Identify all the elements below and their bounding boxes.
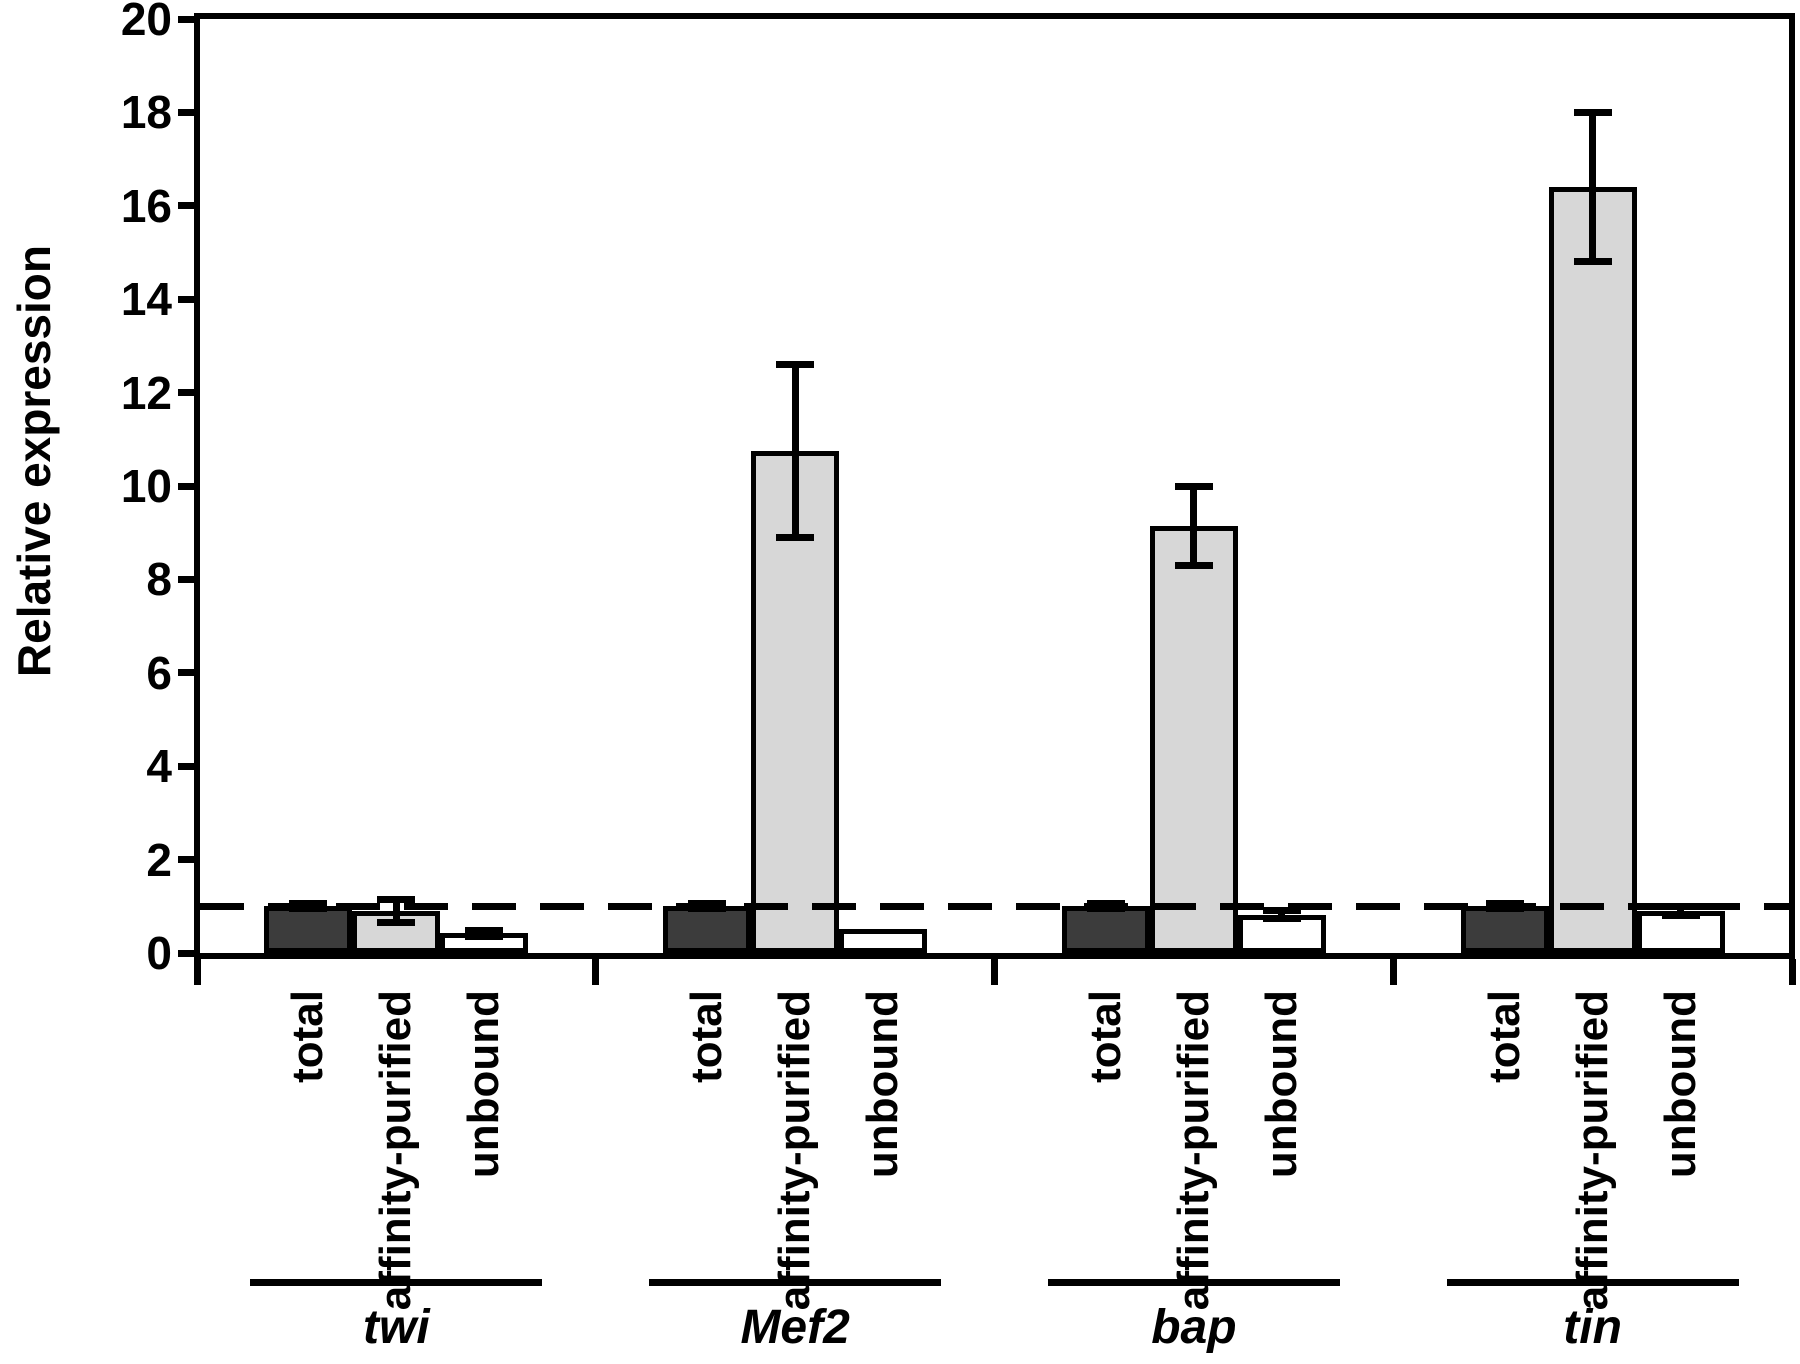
group-underline-bap [1047,1279,1340,1286]
category-label-bap-unbound: unbound [1256,990,1306,1179]
y-tick-label: 6 [146,646,172,699]
error-bar-cap-bottom [1086,905,1125,913]
category-label-tin-total: total [1479,990,1529,1083]
y-tick-label: 10 [120,460,172,512]
group-label-Mef2: Mef2 [740,1301,850,1354]
x-axis-tick [592,959,600,985]
bar-twi-total [264,906,353,953]
y-axis-tick [178,575,194,583]
group-label-bap: bap [1151,1301,1237,1354]
category-label-Mef2-total: total [682,990,732,1083]
category-label-bap-total: total [1080,990,1130,1083]
error-bar-tin-unbound [1677,906,1685,916]
error-bar-cap-top [377,895,416,903]
error-bar-bap-affinity-purified [1190,486,1198,566]
category-label-Mef2-affinity-purified: affinity-purified [770,990,820,1311]
y-axis-tick [178,295,194,303]
error-bar-cap-bottom [1262,914,1301,922]
error-bar-cap-top [1262,907,1301,915]
y-axis-tick [178,482,194,490]
y-tick-label: 12 [120,366,172,419]
category-label-tin-affinity-purified: affinity-purified [1567,990,1617,1311]
category-label-tin-unbound: unbound [1655,990,1705,1179]
y-axis-tick [178,389,194,397]
error-bar-cap-top [1661,902,1700,910]
error-bar-cap-top [1174,482,1213,490]
y-tick-label: 2 [146,833,172,886]
y-axis-tick [178,108,194,116]
y-tick-label: 14 [120,273,172,326]
bar-Mef2-unbound [839,928,928,953]
y-axis-tick [178,202,194,210]
error-bar-cap-top [688,900,727,908]
error-bar-cap-bottom [289,905,328,913]
error-bar-cap-bottom [776,533,815,541]
error-bar-cap-bottom [1661,912,1700,920]
bar-bap-affinity-purified [1149,525,1238,953]
group-label-tin: tin [1563,1301,1622,1354]
error-bar-cap-bottom [1485,905,1524,913]
y-axis-tick [178,949,194,957]
category-label-twi-unbound: unbound [459,990,509,1179]
bar-tin-affinity-purified [1548,187,1637,953]
category-label-twi-affinity-purified: affinity-purified [371,990,421,1311]
error-bar-cap-bottom [1573,258,1612,266]
group-underline-twi [250,1279,543,1286]
error-bar-cap-top [776,361,815,369]
error-bar-cap-top [1573,108,1612,116]
error-bar-cap-bottom [1174,561,1213,569]
y-tick-label: 20 [120,0,172,45]
y-tick-label: 16 [120,179,172,232]
y-tick-label: 8 [146,553,172,606]
error-bar-cap-bottom [377,919,416,927]
bar-tin-total [1460,906,1549,953]
error-bar-cap-bottom [688,905,727,913]
group-underline-tin [1446,1279,1739,1286]
bar-Mef2-total [663,906,752,953]
y-axis-tick [178,762,194,770]
x-axis-tick [1389,959,1397,985]
category-label-bap-affinity-purified: affinity-purified [1168,990,1218,1311]
error-bar-cap-top [1485,900,1524,908]
x-axis-tick [1788,959,1796,985]
reference-line [200,902,1789,910]
category-label-twi-total: total [283,990,333,1083]
y-axis-tick [178,669,194,677]
y-axis-tick [178,15,194,23]
category-label-Mef2-unbound: unbound [858,990,908,1179]
error-bar-cap-top [1086,900,1125,908]
bar-bap-total [1061,906,1150,953]
error-bar-cap-top [289,900,328,908]
error-bar-twi-affinity-purified [392,899,400,923]
error-bar-bap-unbound [1278,910,1286,919]
error-bar-cap-top [465,927,504,935]
x-axis-tick [193,959,201,985]
y-tick-label: 0 [146,927,172,979]
x-axis-tick [991,959,998,985]
group-underline-Mef2 [649,1279,942,1286]
y-tick-label: 18 [120,86,172,139]
error-bar-Mef2-affinity-purified [791,364,799,538]
group-label-twi: twi [363,1301,430,1354]
plot-area [194,13,1795,959]
error-bar-cap-bottom [465,932,504,940]
y-axis-tick [178,856,194,864]
error-bar-tin-affinity-purified [1589,112,1597,262]
y-tick-label: 4 [146,740,172,793]
